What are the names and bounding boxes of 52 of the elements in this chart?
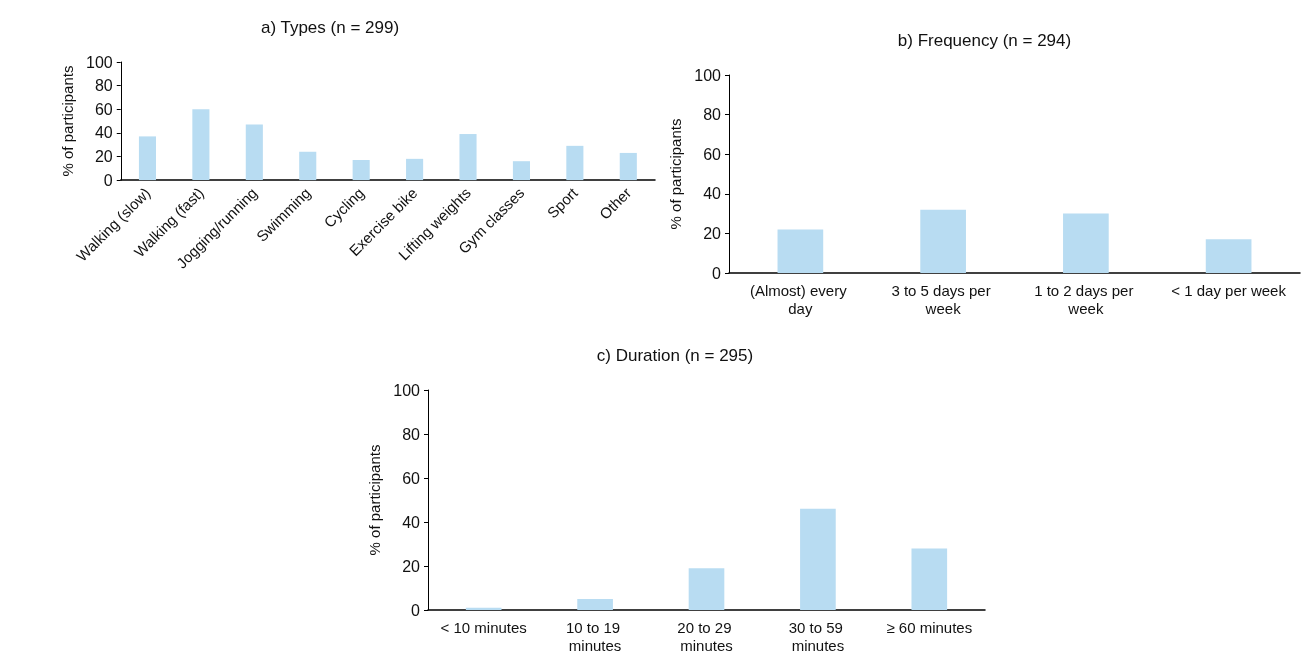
y-tick-label: 0 [411,601,421,619]
bar [920,209,966,273]
y-axis-title: % of participants [667,118,684,230]
bar [245,124,263,181]
bar [688,568,725,610]
x-tick-label: (Almost) every day [749,281,851,317]
bar [619,152,637,181]
bar [192,109,210,181]
y-tick-label: 20 [402,557,421,575]
bar [352,160,370,181]
y-tick-label: 20 [703,224,722,242]
y-tick-label: 60 [703,145,722,163]
x-tick-label: 10 to 19 minutes [565,618,625,654]
y-tick-label: 60 [94,100,113,118]
bar [1205,239,1252,273]
chart-title: a) Types (n = 299) [260,18,400,37]
bar [512,161,530,181]
x-tick-label: 3 to 5 days per week [891,281,995,317]
y-tick-label: 100 [393,381,421,399]
y-tick-label: 40 [402,513,421,531]
bar [566,145,584,181]
x-tick-label: < 1 day per week [1171,281,1287,299]
bar [406,158,424,181]
y-tick-label: 20 [94,147,113,165]
y-tick-label: 100 [86,53,113,71]
bar [800,508,836,610]
chart-title: c) Duration (n = 295) [596,346,754,365]
bar [1063,213,1109,273]
bar [777,229,824,273]
y-tick-label: 0 [103,171,113,189]
x-tick-label: 1 to 2 days per week [1034,281,1138,317]
y-axis-title: % of participants [366,444,383,556]
y-tick-label: 80 [402,425,421,443]
bar [138,136,157,181]
y-tick-label: 100 [694,66,722,84]
x-tick-label: < 10 minutes [440,618,527,636]
y-tick-label: 40 [94,124,113,142]
bar [911,548,948,610]
y-tick-label: 60 [402,469,421,487]
y-tick-label: 80 [703,106,722,124]
x-tick-label: 30 to 59 minutes [788,618,848,654]
y-tick-label: 40 [703,185,722,203]
y-axis-title: % of participants [58,65,76,177]
y-tick-label: 0 [712,264,722,282]
bar [465,607,502,610]
chart-title: b) Frequency (n = 294) [897,31,1072,50]
bar [459,134,477,181]
bar [299,151,317,181]
bar [577,599,613,610]
x-tick-label: ≥ 60 minutes [886,618,973,636]
x-tick-label: 20 to 29 minutes [677,618,736,654]
y-tick-label: 80 [94,77,113,95]
